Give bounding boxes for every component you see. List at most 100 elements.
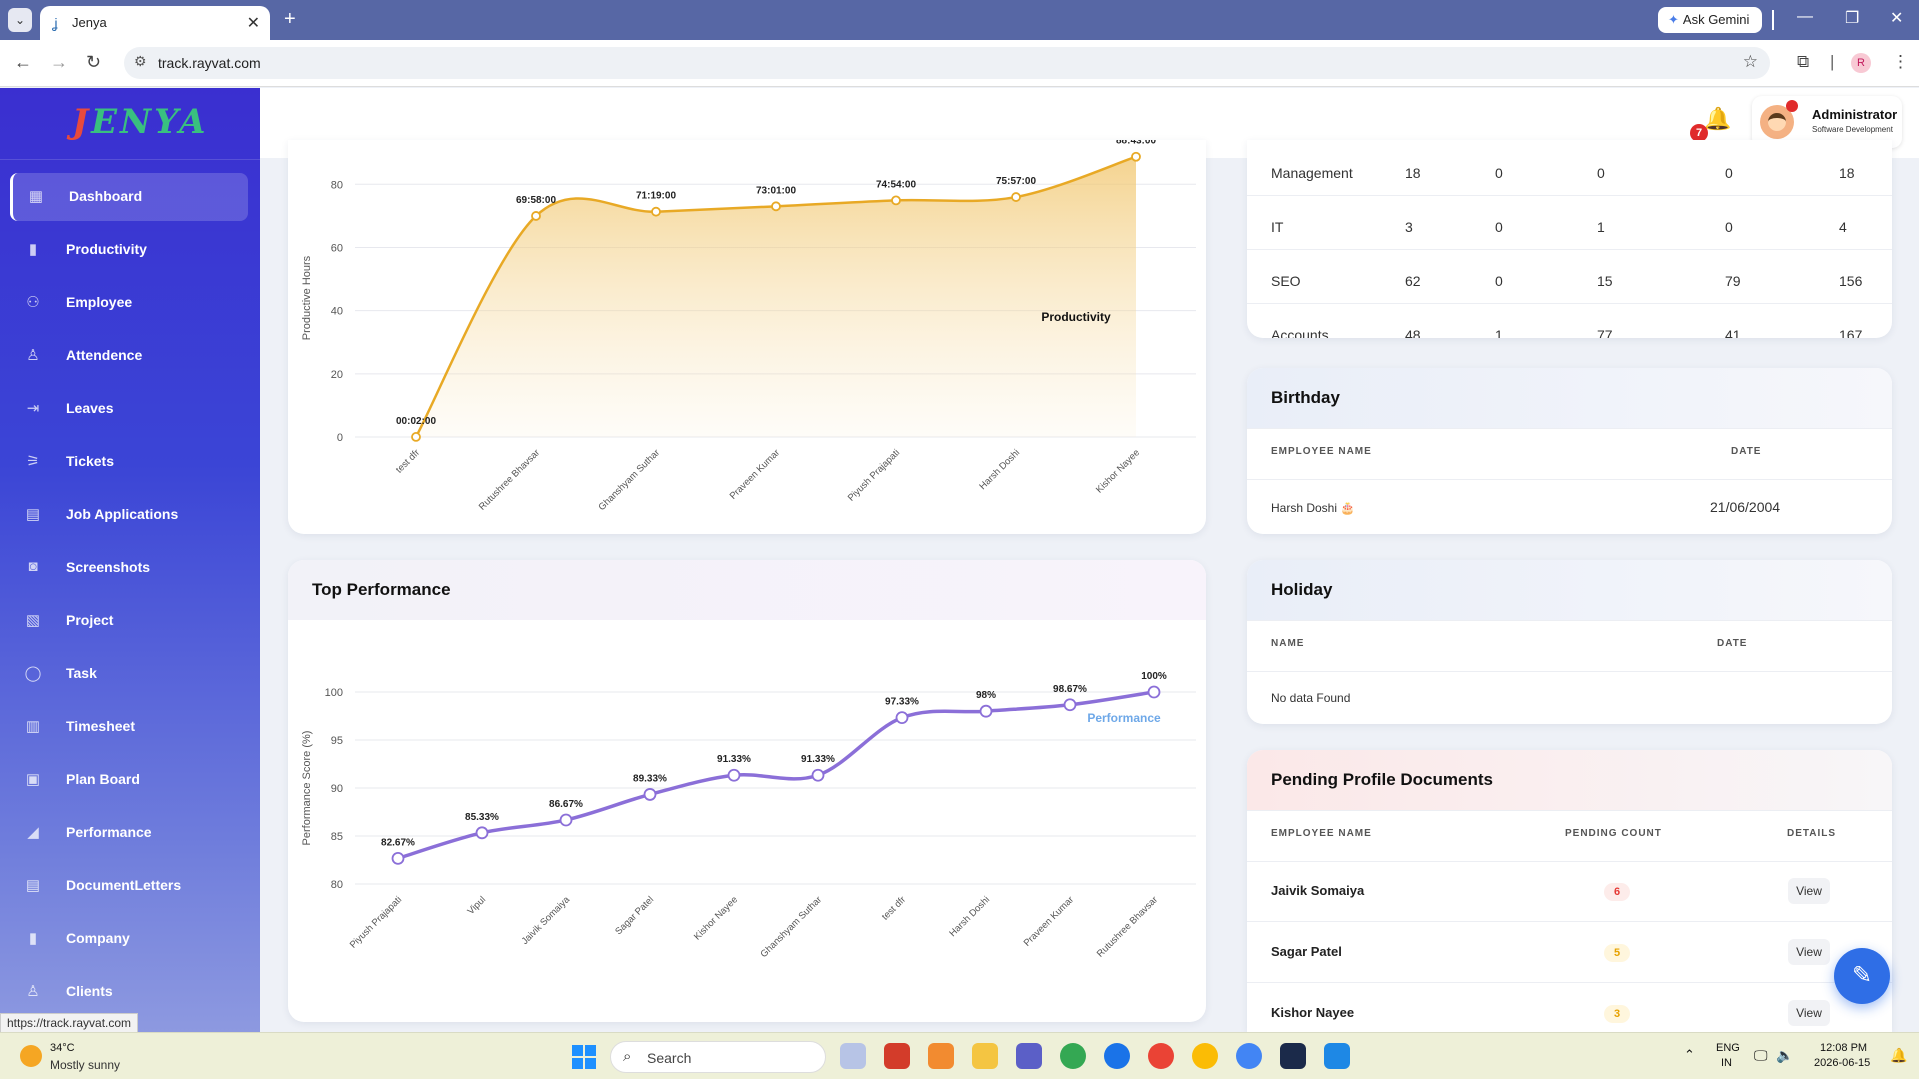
- series-line: [397, 690, 1155, 861]
- forward-icon[interactable]: →: [50, 52, 68, 72]
- sidebar-item-timesheet[interactable]: ▥ Timesheet: [10, 703, 248, 751]
- chrome-profile-icon[interactable]: [1148, 1043, 1174, 1069]
- separator: [1772, 10, 1774, 30]
- birthday-employee-name: Harsh Doshi 🎂: [1271, 501, 1356, 515]
- view-button[interactable]: View: [1788, 1000, 1830, 1026]
- row-divider: [1247, 303, 1892, 304]
- filezilla-icon[interactable]: [884, 1043, 910, 1069]
- url-omnibox[interactable]: ⚙ track.rayvat.com ☆: [124, 47, 1770, 79]
- favicon-icon: ʝ: [52, 15, 58, 31]
- windows-taskbar: 34°C Mostly sunny ⌕ Search ⌃ ENG IN 🖵 🔈 …: [0, 1032, 1919, 1079]
- birthday-header: Birthday: [1247, 368, 1892, 428]
- volume-icon[interactable]: 🔈: [1776, 1047, 1794, 1063]
- sidebar-item-task[interactable]: ◯ Task: [10, 650, 248, 698]
- status-url: https://track.rayvat.com: [0, 1013, 139, 1033]
- department-value: 0: [1495, 273, 1503, 289]
- teams-icon[interactable]: [1016, 1043, 1042, 1069]
- bell-icon[interactable]: 🔔: [1704, 106, 1732, 131]
- notification-center-icon[interactable]: 🔔: [1890, 1047, 1908, 1063]
- view-button[interactable]: View: [1788, 878, 1830, 904]
- chrome-active-icon[interactable]: [1192, 1043, 1218, 1069]
- sidebar-item-productivity[interactable]: ▮ Productivity: [10, 226, 248, 274]
- sidebar-item-attendence[interactable]: ♙ Attendence: [10, 332, 248, 380]
- restore-icon[interactable]: ❐: [1845, 10, 1860, 27]
- chrome-icon[interactable]: [1060, 1043, 1086, 1069]
- lang-primary[interactable]: ENG: [1716, 1042, 1740, 1054]
- department-value: 0: [1495, 165, 1503, 181]
- sidebar-item-dashboard[interactable]: ▦ Dashboard: [10, 173, 248, 221]
- clock-time[interactable]: 12:08 PM: [1820, 1042, 1868, 1054]
- sidebar-item-plan-board[interactable]: ▣ Plan Board: [10, 756, 248, 804]
- legend-label: Performance: [1087, 711, 1161, 725]
- taskbar-search[interactable]: ⌕ Search: [610, 1041, 826, 1073]
- department-value: 0: [1725, 165, 1733, 181]
- department-value: 62: [1405, 273, 1421, 289]
- sidebar-item-project[interactable]: ▧ Project: [10, 597, 248, 645]
- pending-col-name: EMPLOYEE NAME: [1271, 828, 1372, 839]
- tab-search-icon[interactable]: ⌄: [8, 8, 32, 32]
- extensions-icon[interactable]: ⧉: [1797, 52, 1810, 71]
- sidebar-item-clients[interactable]: ♙ Clients: [10, 968, 248, 1016]
- network-icon[interactable]: 🖵: [1754, 1047, 1768, 1063]
- sidebar-item-screenshots[interactable]: ◙ Screenshots: [10, 544, 248, 592]
- close-window-icon[interactable]: ✕: [1890, 10, 1904, 27]
- data-point: [1063, 698, 1077, 712]
- app-logo[interactable]: JENYA: [0, 88, 260, 160]
- sidebar-item-label: Project: [66, 612, 114, 628]
- department-value: 0: [1495, 219, 1503, 235]
- ask-gemini-button[interactable]: ✦ Ask Gemini: [1658, 7, 1762, 33]
- minimize-icon[interactable]: —: [1797, 8, 1813, 25]
- sidebar-item-employee[interactable]: ⚇ Employee: [10, 279, 248, 327]
- ticket-icon: ⚞: [26, 453, 40, 470]
- chrome-profile-2-icon[interactable]: [1236, 1043, 1262, 1069]
- x-tick-label: Vipul: [466, 894, 489, 917]
- new-tab-icon[interactable]: +: [284, 8, 296, 30]
- reload-icon[interactable]: ↻: [86, 52, 102, 72]
- user-icon: ♙: [26, 347, 40, 364]
- sidebar-item-tickets[interactable]: ⚞ Tickets: [10, 438, 248, 486]
- android-studio-icon[interactable]: [1280, 1043, 1306, 1069]
- sidebar-item-performance[interactable]: ◢ Performance: [10, 809, 248, 857]
- back-icon[interactable]: ←: [14, 52, 32, 72]
- data-point: [727, 768, 741, 782]
- more-menu-icon[interactable]: ⋮: [1892, 52, 1909, 71]
- bookmark-star-icon[interactable]: ☆: [1742, 52, 1758, 71]
- data-point: [531, 211, 541, 221]
- file-explorer-icon[interactable]: [972, 1043, 998, 1069]
- task-view-icon[interactable]: [840, 1043, 866, 1069]
- user-menu[interactable]: Administrator Software Development: [1752, 96, 1902, 148]
- sidebar-item-documentletters[interactable]: ▤ DocumentLetters: [10, 862, 248, 910]
- x-tick-label: Harsh Doshi: [947, 894, 992, 939]
- x-tick-label: Piyush Prajapati: [348, 894, 404, 950]
- user-name: Administrator: [1812, 107, 1898, 122]
- sidebar-item-label: Dashboard: [69, 188, 143, 204]
- data-label: 00:02:00: [396, 416, 436, 427]
- chat-icon: ◯: [24, 665, 42, 682]
- vscode-icon[interactable]: [1324, 1043, 1350, 1069]
- sidebar-item-company[interactable]: ▮ Company: [10, 915, 248, 963]
- profile-avatar[interactable]: R: [1851, 53, 1871, 73]
- y-tick-label: 20: [331, 369, 343, 381]
- sidebar-item-job-applications[interactable]: ▤ Job Applications: [10, 491, 248, 539]
- data-point: [651, 206, 661, 217]
- weather-sun-icon[interactable]: [20, 1045, 42, 1067]
- data-point: [811, 768, 825, 782]
- edit-fab-button[interactable]: ✎: [1834, 948, 1890, 1004]
- browser-tab[interactable]: ʝ Jenya ✕: [40, 6, 270, 40]
- data-label: 85.33%: [465, 812, 499, 823]
- department-value: 0: [1725, 219, 1733, 235]
- browser-app-icon[interactable]: [1104, 1043, 1130, 1069]
- area-fill: [416, 156, 1136, 437]
- data-label: 91.33%: [717, 754, 751, 765]
- tray-chevron-icon[interactable]: ⌃: [1684, 1047, 1695, 1062]
- start-icon[interactable]: [572, 1045, 596, 1069]
- sidebar-item-leaves[interactable]: ⇥ Leaves: [10, 385, 248, 433]
- site-info-icon[interactable]: ⚙: [134, 53, 147, 69]
- data-point: [1131, 151, 1141, 162]
- xampp-icon[interactable]: [928, 1043, 954, 1069]
- letter-icon: ▤: [25, 877, 41, 894]
- y-axis-label: Productive Hours: [301, 255, 313, 340]
- close-tab-icon[interactable]: ✕: [246, 15, 260, 32]
- view-button[interactable]: View: [1788, 939, 1830, 965]
- weather-temp: 34°C: [50, 1042, 75, 1054]
